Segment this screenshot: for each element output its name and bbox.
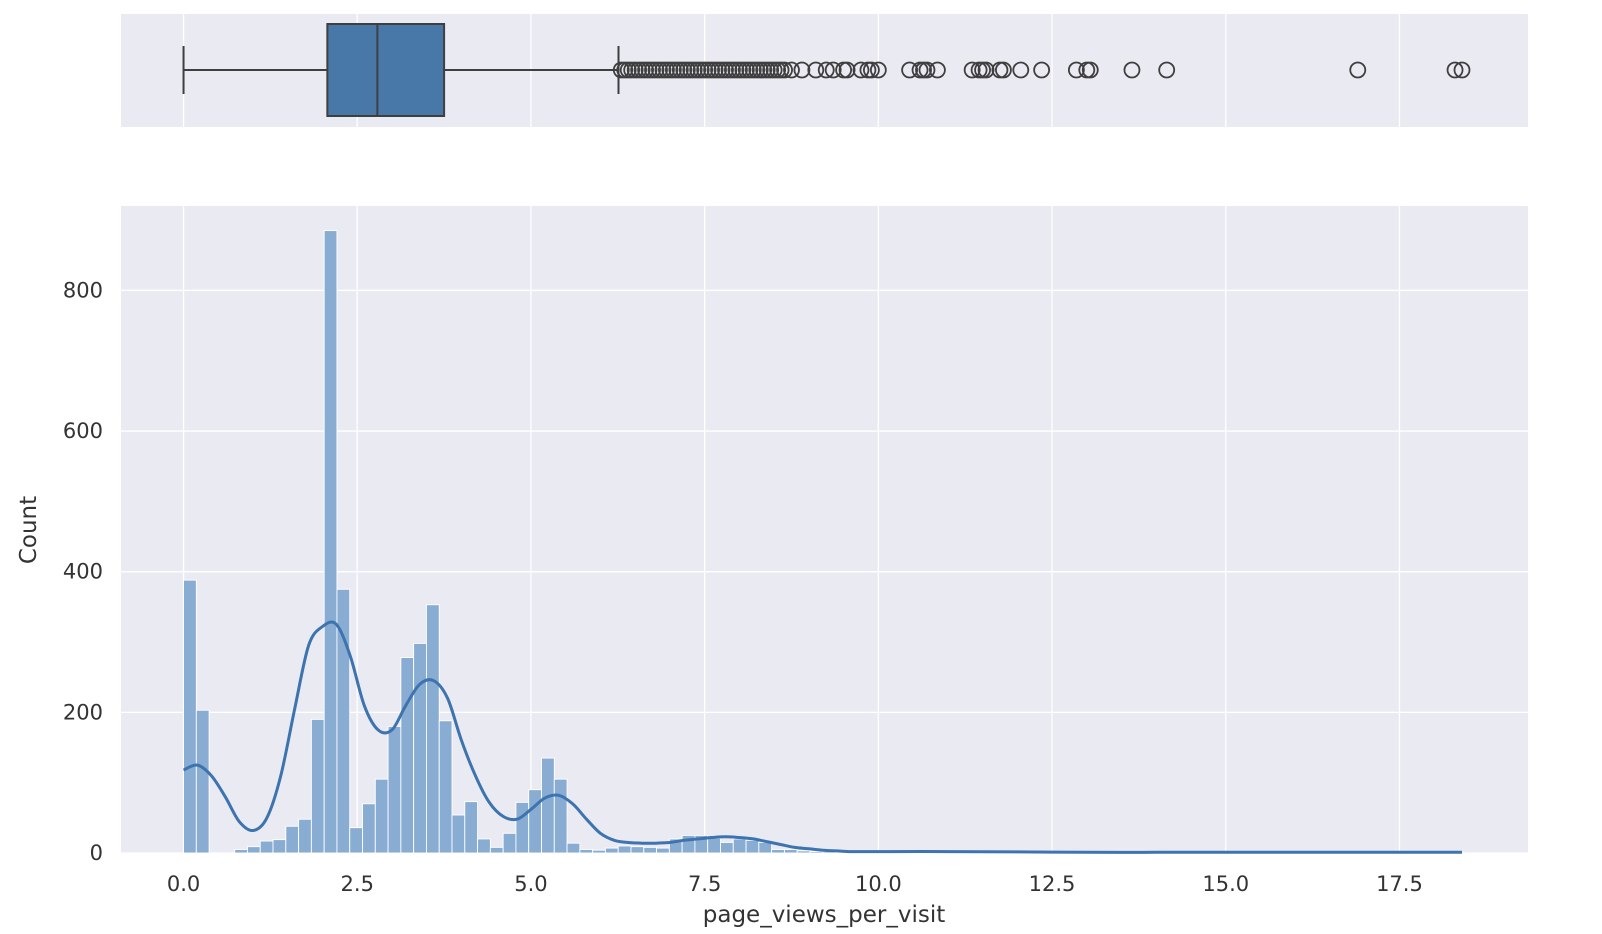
box-outlier	[977, 61, 995, 79]
histogram-bar	[489, 846, 504, 854]
histogram-bar	[298, 818, 312, 854]
y-axis-label: Count	[16, 496, 42, 564]
histogram-bar	[272, 839, 287, 854]
box-outlier	[1349, 61, 1367, 79]
box-outlier	[918, 61, 936, 79]
y-tick-label: 200	[63, 700, 103, 724]
histogram-bar	[285, 825, 300, 854]
x-axis-label: page_views_per_visit	[703, 902, 946, 928]
histogram-bar	[617, 845, 632, 854]
histogram-bar	[643, 846, 658, 854]
histogram-bar	[528, 789, 542, 854]
histogram-bar	[259, 840, 274, 854]
x-tick-label: 10.0	[855, 872, 902, 896]
histogram-bar	[515, 801, 530, 854]
histogram-bar	[400, 657, 415, 854]
box-outlier	[869, 61, 887, 79]
box-outlier	[863, 61, 880, 79]
histogram-bar	[374, 778, 389, 854]
box-outlier	[1158, 61, 1176, 79]
x-tick-label: 0.0	[167, 872, 200, 896]
box-outlier	[1033, 61, 1051, 79]
histogram-bar	[592, 849, 606, 854]
histogram-bar	[758, 842, 773, 854]
box-outlier	[852, 61, 870, 79]
histogram-bar	[195, 709, 210, 854]
histogram-bar	[387, 725, 402, 854]
histogram-bar	[579, 849, 594, 854]
histogram-plot-area	[121, 206, 1528, 853]
box-outlier	[807, 61, 825, 79]
x-tick-label: 17.5	[1376, 872, 1423, 896]
box-outlier	[824, 61, 842, 79]
histogram-bar	[310, 718, 325, 854]
y-tick-label: 0	[90, 841, 103, 865]
histogram-bar	[745, 839, 760, 854]
y-tick-label: 800	[63, 278, 103, 302]
histogram-bar	[323, 230, 338, 854]
histogram-bar	[783, 849, 798, 854]
box-outlier	[1081, 61, 1099, 79]
box-outlier	[1123, 61, 1141, 79]
histogram-bar	[707, 837, 721, 854]
box-outlier	[1067, 61, 1085, 79]
x-tick-label: 12.5	[1029, 872, 1076, 896]
boxplot-marks	[182, 23, 1471, 117]
histogram-bar	[451, 814, 466, 854]
box-outlier	[817, 61, 835, 79]
histogram-bar	[234, 849, 248, 854]
x-tick-label: 7.5	[688, 872, 721, 896]
y-tick-label: 400	[63, 560, 103, 584]
histogram-bar	[566, 842, 581, 854]
box-outlier	[901, 61, 919, 79]
box-outlier	[838, 61, 856, 79]
y-tick-label: 600	[63, 419, 103, 443]
histogram-bar	[541, 757, 555, 854]
box-outlier	[776, 61, 793, 79]
box-iqr	[326, 23, 446, 117]
box-outlier	[793, 61, 811, 79]
histogram-bar	[362, 803, 376, 854]
histogram-bar	[630, 846, 645, 854]
box-outlier	[1012, 61, 1030, 79]
histogram-bar	[247, 846, 261, 854]
x-tick-label: 5.0	[514, 872, 547, 896]
histogram-bar	[656, 847, 670, 854]
histogram-bar	[502, 832, 517, 854]
box-outlier	[963, 61, 981, 79]
x-tick-labels: 0.0 2.5 5.0 7.5 10.0 12.5 15.0 17.5	[167, 872, 1423, 896]
histogram-bar	[809, 851, 824, 854]
kde-curve	[182, 620, 1462, 854]
y-tick-labels: 0 200 400 600 800	[63, 278, 103, 865]
histogram-bar	[413, 642, 427, 854]
x-tick-label: 2.5	[341, 872, 374, 896]
histogram-bar	[349, 827, 363, 854]
box-outlier	[1453, 61, 1471, 79]
histogram-panel: 0.0 2.5 5.0 7.5 10.0 12.5 15.0 17.5 0 200 400 600 8…	[16, 206, 1528, 928]
histogram-bar	[796, 850, 811, 854]
box-outlier	[1446, 61, 1464, 79]
histogram-bar	[425, 604, 440, 854]
x-tick-label: 15.0	[1202, 872, 1249, 896]
histogram-bar	[183, 579, 197, 854]
histogram-bar	[477, 838, 491, 854]
histogram-bar	[732, 838, 747, 854]
boxplot-panel	[121, 14, 1528, 127]
histogram-bar	[604, 847, 619, 854]
histogram-bar	[771, 849, 785, 854]
histogram-bar	[720, 842, 734, 854]
box-outlier	[783, 61, 800, 79]
box-outlier	[995, 61, 1012, 79]
histogram-bar	[336, 588, 351, 854]
histogram-bar	[438, 720, 453, 854]
box-outlier	[929, 61, 946, 79]
histogram-bar	[553, 778, 568, 854]
histogram-bar	[464, 801, 479, 854]
